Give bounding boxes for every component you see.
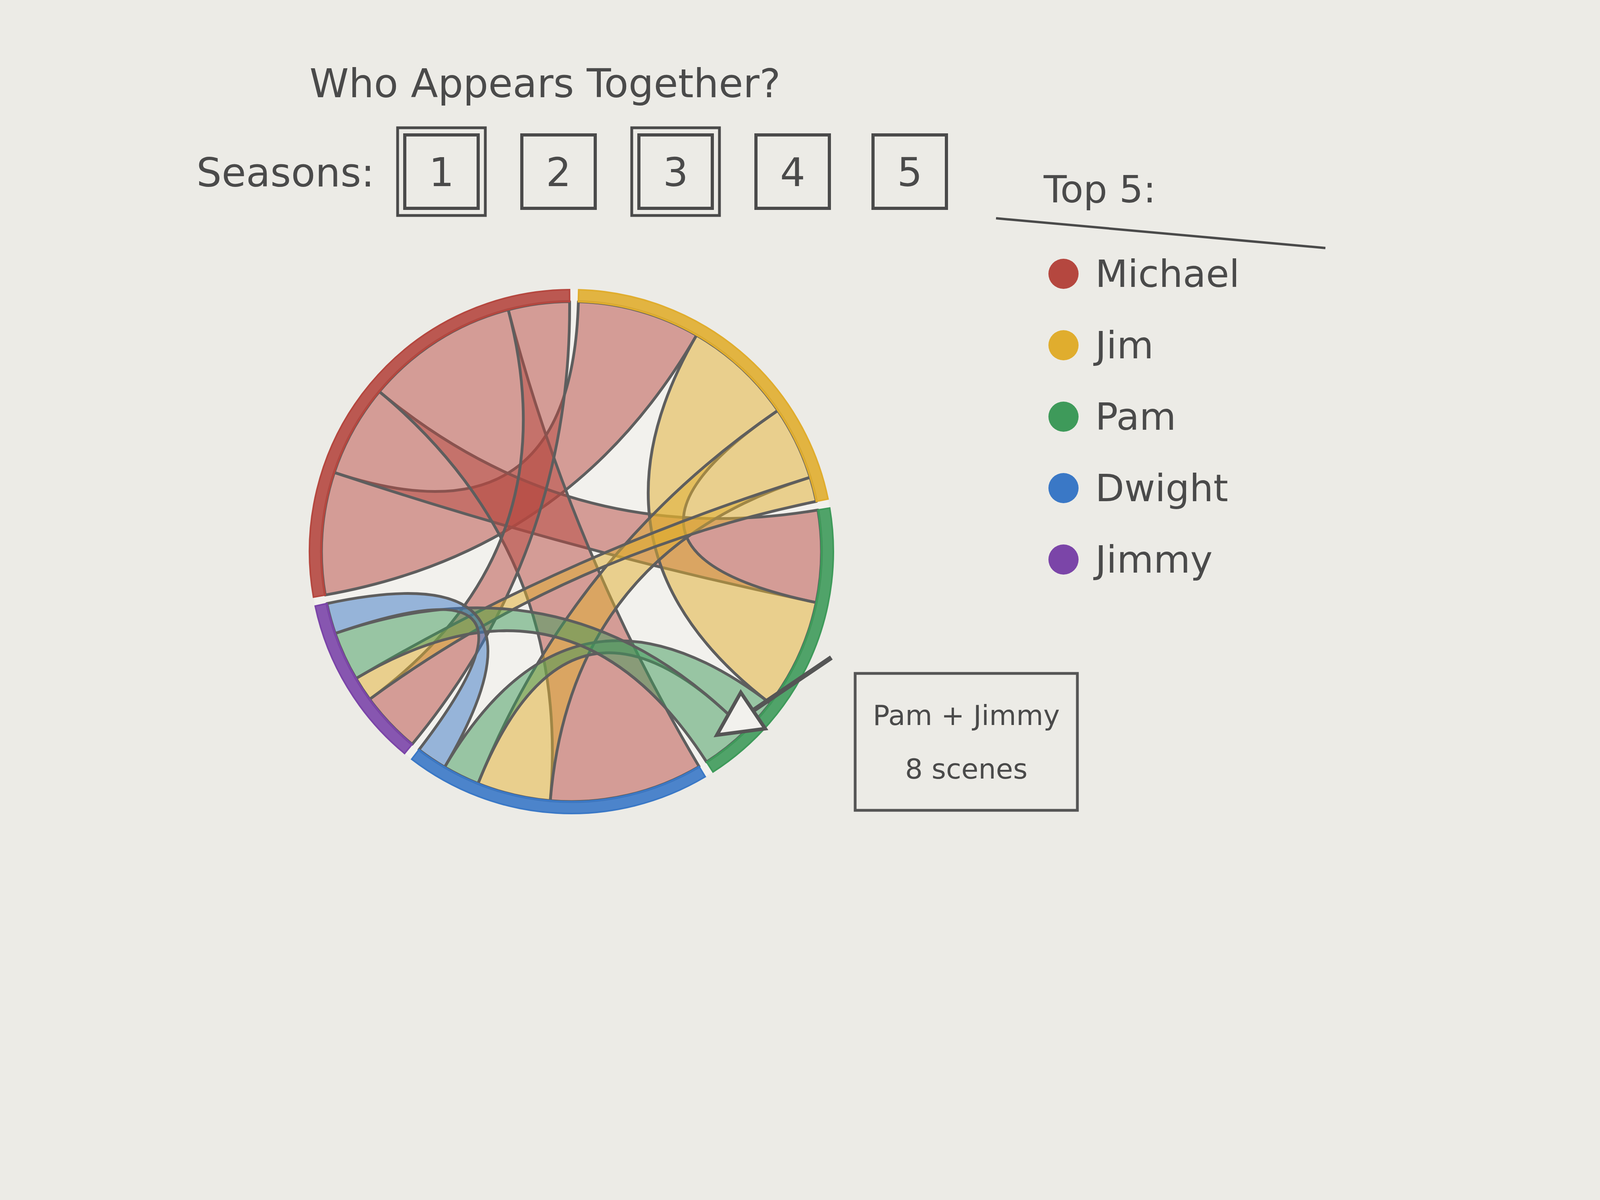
legend-title: Top 5:	[1043, 167, 1156, 212]
legend-label: Jim	[1093, 323, 1154, 368]
ribbons	[321, 301, 822, 802]
group-arc[interactable]	[411, 749, 706, 814]
page: Who Appears Together? Seasons: 1 2 3 4 5 Top 5:…	[0, 0, 1600, 1200]
legend-swatch	[1048, 258, 1079, 289]
tooltip-title: Pam + Jimmy	[872, 699, 1060, 732]
tooltip: Pam + Jimmy 8 scenes	[717, 657, 1078, 811]
paper	[0, 0, 1600, 1200]
season-selected-box	[631, 127, 720, 216]
season-button[interactable]: 5	[873, 134, 947, 209]
tooltip-pointer	[753, 657, 832, 711]
group-arc[interactable]	[578, 289, 829, 502]
group-arc[interactable]	[315, 603, 412, 754]
season-label[interactable]: 4	[780, 149, 806, 196]
season-selected-box	[397, 127, 486, 216]
legend-label: Michael	[1095, 251, 1240, 296]
filter-label: Seasons:	[196, 149, 375, 197]
season-button[interactable]: 4	[755, 134, 830, 209]
ribbon[interactable]	[355, 477, 817, 700]
season-label[interactable]: 5	[897, 149, 923, 196]
legend-label: Dwight	[1095, 466, 1229, 510]
legend-label: Pam	[1095, 394, 1177, 439]
season-label[interactable]: 2	[546, 149, 572, 196]
legend-label: Jimmy	[1093, 537, 1213, 582]
season-button[interactable]: 3	[631, 127, 720, 216]
chord-diagram	[309, 289, 834, 814]
group-arc[interactable]	[309, 289, 570, 598]
season-box[interactable]	[404, 134, 479, 209]
tooltip-arrowhead	[717, 692, 766, 735]
ribbon[interactable]	[478, 410, 811, 801]
season-label[interactable]: 1	[428, 149, 455, 196]
legend-swatch	[1048, 544, 1079, 575]
legend-swatch	[1048, 401, 1079, 432]
season-box[interactable]	[638, 134, 713, 209]
title: Who Appears Together?	[309, 60, 781, 107]
tooltip-value: 8 scenes	[905, 752, 1028, 786]
legend-rule	[996, 218, 1326, 249]
season-box[interactable]	[755, 134, 830, 209]
season-label[interactable]: 3	[663, 149, 689, 196]
season-button[interactable]: 1	[397, 127, 486, 216]
tooltip-box	[855, 673, 1078, 811]
chord-background	[309, 289, 834, 814]
legend-swatch	[1048, 330, 1079, 361]
season-box[interactable]	[521, 134, 596, 209]
season-button[interactable]: 2	[521, 134, 596, 209]
season-box[interactable]	[873, 134, 947, 209]
group-arc[interactable]	[706, 507, 834, 772]
legend-swatch	[1048, 473, 1079, 504]
